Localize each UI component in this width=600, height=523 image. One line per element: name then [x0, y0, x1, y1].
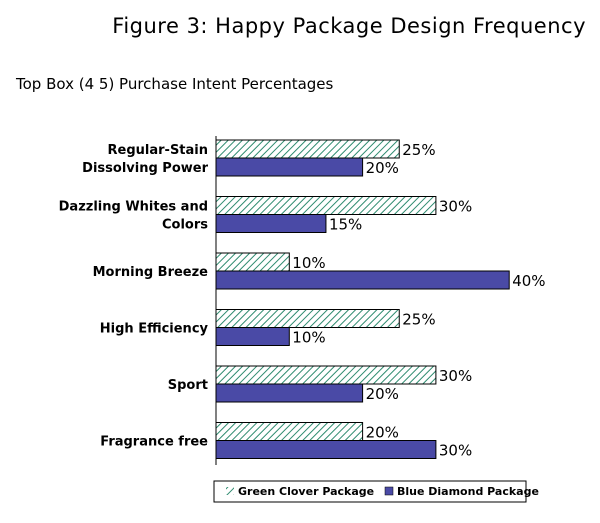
bar-green-clover — [215, 422, 364, 441]
chart-subtitle: Top Box (4 5) Purchase Intent Percentage… — [16, 75, 334, 93]
category-label: High Efficiency — [100, 322, 209, 337]
data-label: 15% — [329, 216, 362, 234]
bar-green-clover — [215, 309, 400, 328]
bar-blue-diamond — [215, 440, 437, 459]
data-label: 30% — [439, 198, 472, 216]
data-label: 10% — [292, 329, 325, 347]
legend-label: Green Clover Package — [238, 485, 374, 498]
bar-green-clover — [215, 196, 437, 215]
legend-swatch-green — [226, 487, 234, 495]
figure-title: Figure 3: Happy Package Design Frequency — [112, 14, 586, 38]
category-label: Fragrance free — [100, 435, 208, 450]
bar-blue-diamond — [215, 157, 364, 177]
data-label: 20% — [366, 424, 399, 442]
bar-blue-diamond — [215, 270, 510, 290]
legend-swatch-blue — [384, 486, 394, 496]
bar-blue-diamond — [215, 383, 364, 403]
legend-box — [213, 480, 527, 503]
data-label: 25% — [402, 311, 435, 329]
data-label: 20% — [366, 159, 399, 177]
category-label: Dazzling Whites and Colors — [59, 200, 209, 233]
data-label: 40% — [512, 272, 545, 290]
category-label: Morning Breeze — [93, 265, 209, 280]
bar-green-clover — [215, 365, 437, 385]
category-label: Regular-Stain Dissolving Power — [82, 143, 208, 176]
data-label: 20% — [366, 385, 399, 403]
data-label: 30% — [439, 442, 472, 460]
bar-green-clover — [215, 252, 290, 272]
legend: Green Clover Package Blue Diamond Package — [213, 480, 539, 503]
bar-blue-diamond — [215, 327, 290, 346]
legend-label: Blue Diamond Package — [397, 485, 539, 498]
bar-green-clover — [215, 139, 400, 159]
data-label: 25% — [402, 141, 435, 159]
category-label: Sport — [168, 378, 208, 393]
data-label: 30% — [439, 367, 472, 385]
data-label: 10% — [292, 254, 325, 272]
bar-blue-diamond — [215, 214, 327, 233]
